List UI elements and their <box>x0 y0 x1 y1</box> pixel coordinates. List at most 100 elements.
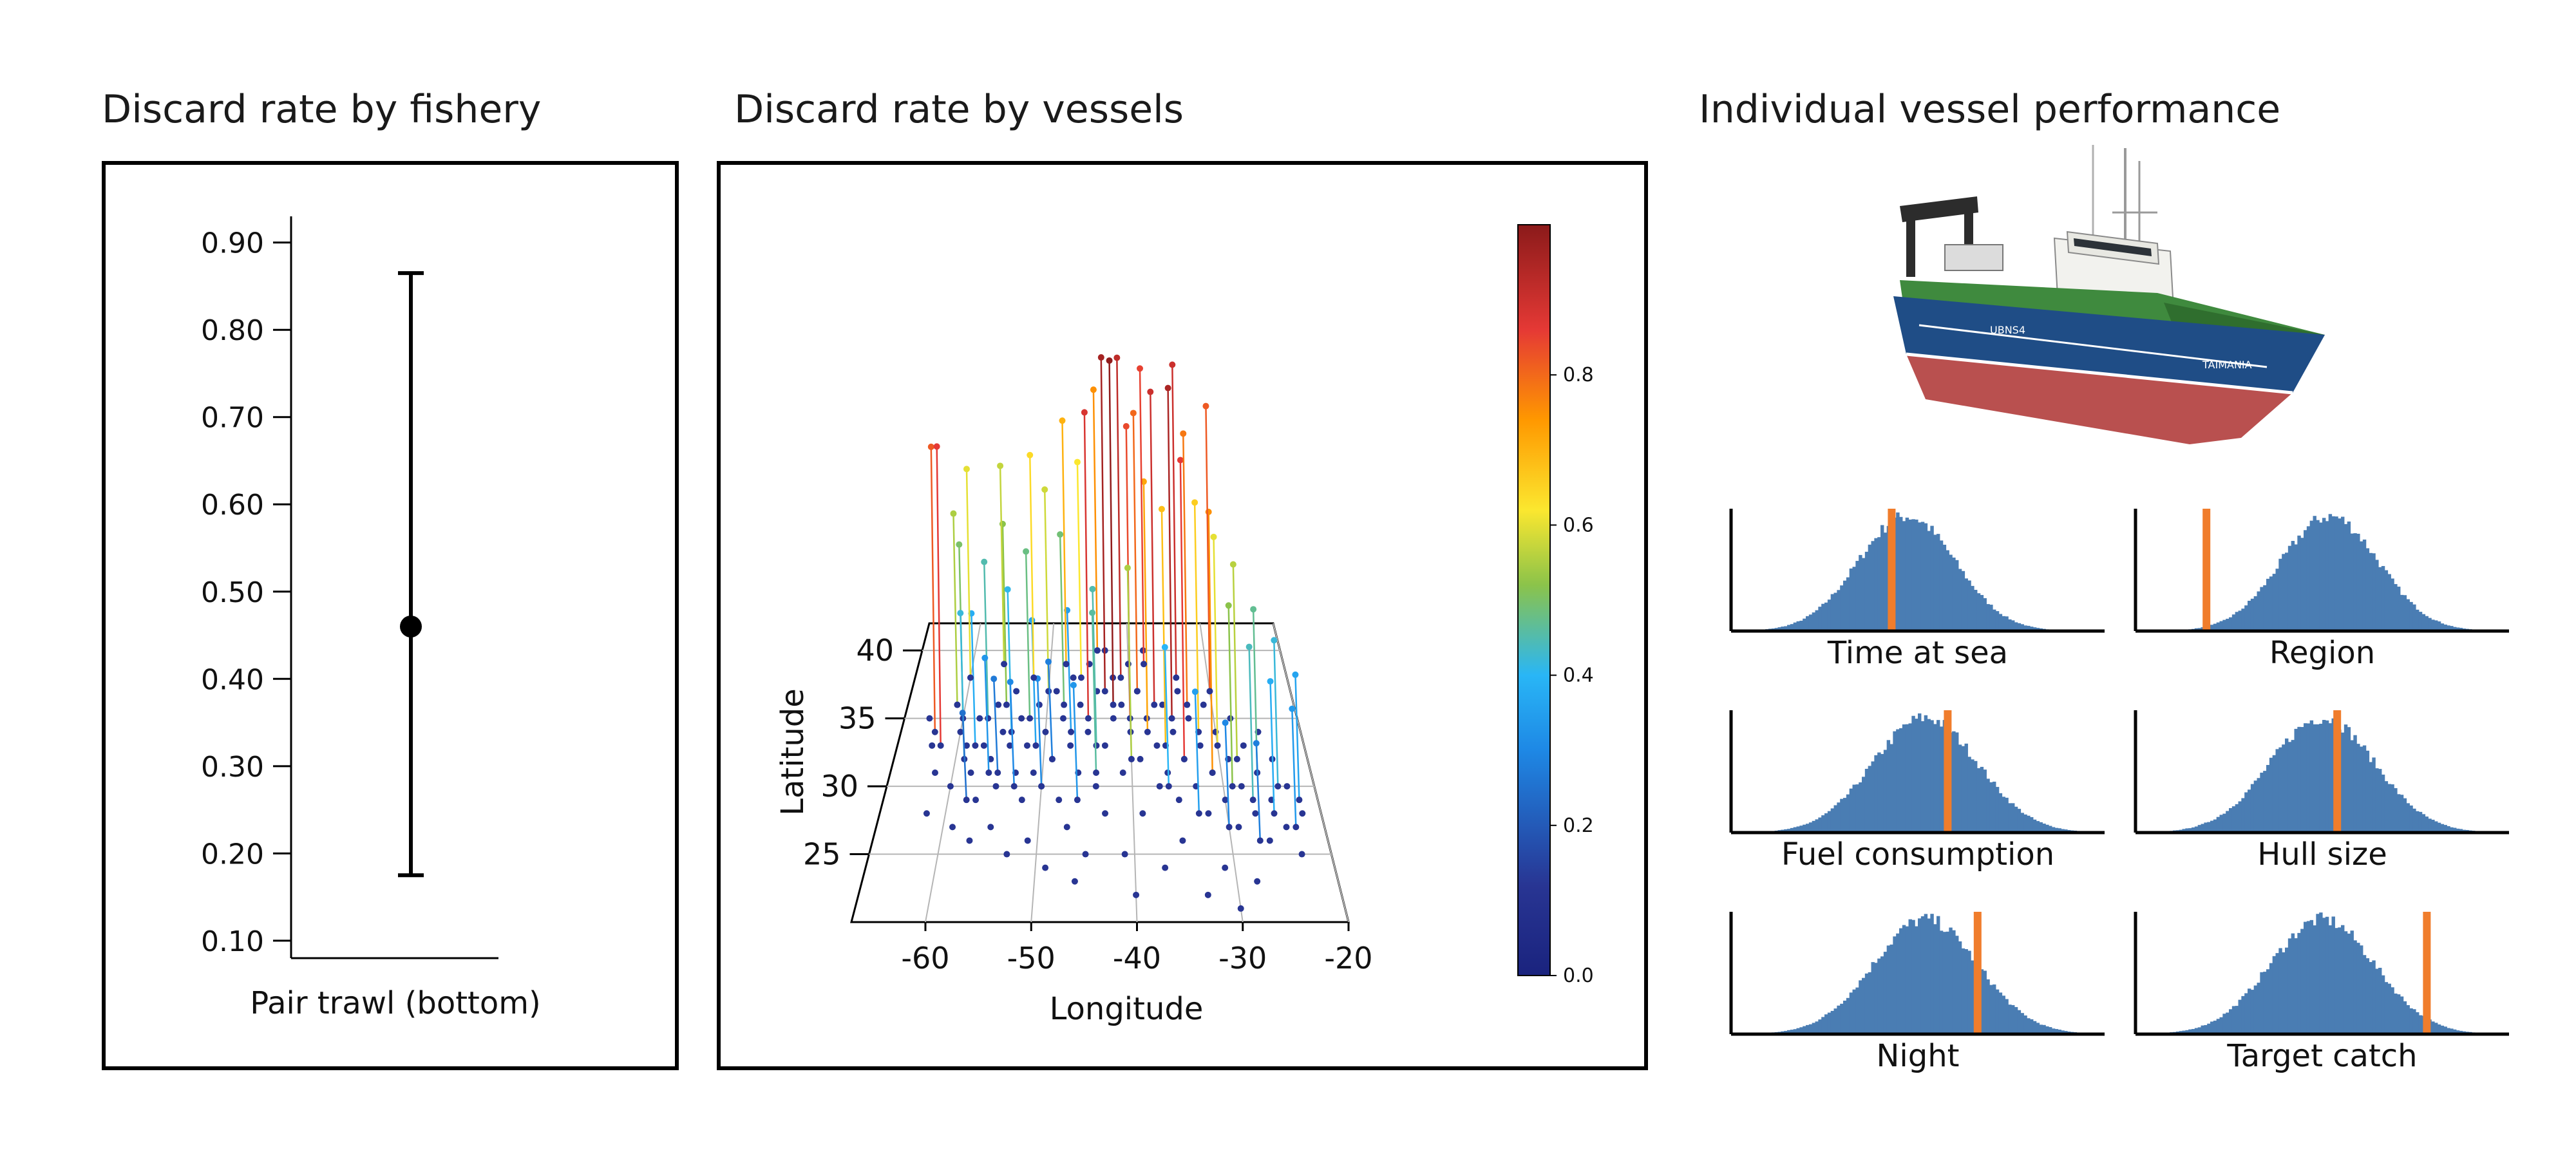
histogram-bar <box>2316 520 2320 631</box>
histogram-bar <box>2042 824 2046 833</box>
scatter-stem-base <box>1184 701 1191 708</box>
scatter-stem-base <box>1133 688 1141 695</box>
histogram-bar <box>1862 977 1866 1034</box>
histogram-bar <box>1980 969 1984 1034</box>
scatter-stem-base <box>1010 783 1018 790</box>
histogram-4: Hull size <box>2134 710 2509 873</box>
histogram-bar <box>2294 544 2298 631</box>
scatter-base-point <box>1124 661 1132 668</box>
histogram-bar <box>1986 979 1990 1034</box>
histogram-bar <box>1859 980 1862 1034</box>
histogram-bar <box>2023 1015 2027 1034</box>
vessel-illustration: UBNS4 TAIMANIA <box>1893 145 2325 444</box>
histogram-bar <box>1949 554 1953 631</box>
histogram-bar <box>2428 618 2432 631</box>
histogram-bar <box>2235 1006 2239 1034</box>
histogram-bar <box>1880 525 1884 631</box>
histogram-bar <box>2365 548 2370 631</box>
scatter-stem-point <box>1147 388 1154 395</box>
histogram-bar <box>2375 560 2379 631</box>
histogram-bar <box>2210 820 2214 833</box>
histogram-bar <box>1868 544 1872 631</box>
histogram-bar <box>2341 516 2345 631</box>
histogram-bar <box>2384 982 2389 1034</box>
histogram-bar <box>2257 983 2260 1034</box>
histogram-bar <box>2197 1027 2202 1034</box>
histogram-bar <box>2282 554 2286 631</box>
histogram-bar <box>2412 808 2416 833</box>
scatter-stem-point <box>957 610 964 617</box>
histogram-marker <box>2202 509 2211 631</box>
scatter-base-point <box>972 797 980 804</box>
histogram-bar <box>2437 1024 2441 1034</box>
histogram-bar <box>2381 566 2385 631</box>
errorbar-y-tick-label: 0.10 <box>201 925 264 958</box>
histogram-bar <box>2456 627 2460 631</box>
scatter-stem-base <box>1226 824 1233 831</box>
histogram-bar <box>1905 926 1909 1034</box>
histogram-bar <box>1883 533 1888 631</box>
histogram-bar <box>2375 968 2379 1034</box>
errorbar-category-label: Pair trawl (bottom) <box>250 985 540 1021</box>
histogram-bar <box>2440 623 2445 631</box>
histogram-bar <box>1840 798 1844 833</box>
histogram-bar <box>1911 715 1915 833</box>
histogram-bar <box>2226 1012 2230 1034</box>
histogram-bar <box>2005 797 2009 833</box>
histogram-bar <box>2226 811 2230 833</box>
histogram-bar <box>2229 807 2233 833</box>
histogram-bar <box>1833 592 1837 631</box>
histogram-bar <box>1958 744 1962 833</box>
histogram-bar <box>2347 933 2351 1034</box>
histogram-bar <box>2244 993 2248 1034</box>
histogram-bar <box>2394 584 2398 631</box>
histogram-bar <box>2412 1009 2416 1034</box>
histogram-bar <box>2325 521 2329 631</box>
histogram-bar <box>2347 521 2351 631</box>
histogram-bar <box>1958 569 1962 631</box>
scatter-base-point <box>1007 742 1014 749</box>
histogram-bar <box>1886 740 1891 833</box>
histogram-bar <box>1803 1026 1806 1034</box>
histogram-bar <box>2272 755 2277 833</box>
histogram-bar <box>2045 824 2049 833</box>
histogram-bar <box>1824 602 1828 631</box>
scatter-stem-base <box>1206 688 1213 695</box>
histogram-bar <box>2039 822 2043 833</box>
scatter-stem-point <box>1057 531 1064 538</box>
histogram-bar <box>1877 958 1881 1034</box>
scatter-x-tick-label: -20 <box>1324 941 1372 976</box>
histogram-bar <box>2353 735 2357 833</box>
histogram-bar <box>1849 992 1853 1034</box>
scatter-stem <box>1227 605 1233 787</box>
histogram-bar <box>1840 585 1844 631</box>
histogram-bar <box>2356 533 2360 631</box>
histogram-bar <box>1812 1023 1816 1034</box>
histogram-bar <box>2443 1026 2447 1034</box>
histogram-bar <box>2362 955 2367 1034</box>
histogram-bar <box>1915 519 1918 631</box>
scatter-stem-base <box>1101 688 1108 695</box>
histogram-bar <box>1790 1030 1794 1034</box>
scatter-base-point <box>1174 688 1181 695</box>
histogram-bar <box>1902 724 1906 833</box>
histogram-bar <box>1846 577 1850 631</box>
histogram-marker <box>2423 912 2431 1034</box>
scatter-stem-base <box>1045 688 1052 695</box>
scatter-stem-base <box>1233 755 1240 762</box>
histogram-bar <box>2421 614 2426 631</box>
histogram-bar <box>2443 624 2447 631</box>
scatter-stem <box>1182 433 1188 705</box>
scatter-base-point <box>1070 674 1077 681</box>
histogram-bar <box>2231 614 2236 631</box>
scatter-stem-base <box>1093 769 1100 776</box>
histogram-bar <box>2456 828 2460 833</box>
histogram-title: Target catch <box>2226 1038 2417 1074</box>
histogram-bar <box>2309 520 2314 631</box>
scatter-stem <box>1059 534 1065 705</box>
scatter-stem-point <box>997 462 1004 469</box>
histogram-bar <box>1815 1021 1819 1034</box>
errorbar-y-tick-label: 0.70 <box>201 402 264 435</box>
histogram-bar <box>2014 806 2018 833</box>
histogram-bar <box>2241 609 2245 631</box>
